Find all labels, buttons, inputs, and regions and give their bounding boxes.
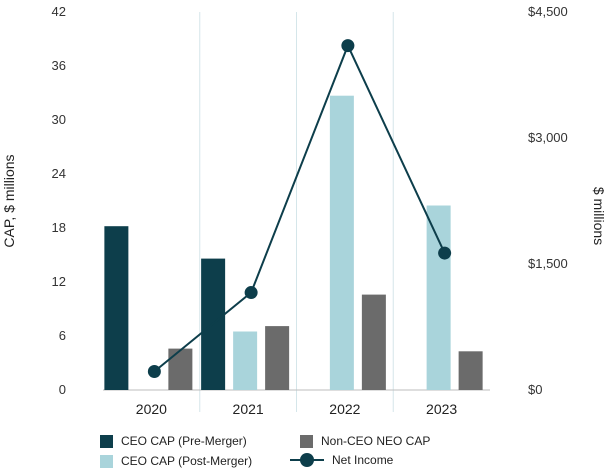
legend-label-non-ceo: Non-CEO NEO CAP	[321, 434, 431, 448]
y-tick-label: 18	[52, 220, 66, 235]
y-right-axis-title: $ millions	[591, 187, 605, 245]
bar-ceo-cap-post-merger	[329, 95, 354, 390]
x-tick-label: 2021	[233, 401, 264, 417]
y-tick-label: 6	[59, 328, 66, 343]
x-tick-label: 2023	[426, 401, 457, 417]
y-right-tick-label: $3,000	[528, 130, 568, 145]
y-tick-label: 42	[52, 4, 66, 19]
y-tick-label: 30	[52, 112, 66, 127]
bar-non-ceo-neo-cap	[458, 351, 483, 390]
legend-label-ceo-post: CEO CAP (Post-Merger)	[121, 454, 253, 468]
y-right-tick-label: $1,500	[528, 256, 568, 271]
bar-ceo-cap-post-merger	[233, 331, 258, 390]
y-right-tick-label: $4,500	[528, 4, 568, 19]
y-right-tick-label: $0	[528, 382, 542, 397]
legend-item-net-income: Net Income	[290, 452, 393, 468]
y-tick-label: 36	[52, 58, 66, 73]
legend-label-ceo-pre: CEO CAP (Pre-Merger)	[121, 434, 247, 448]
legend-swatch-non-ceo	[300, 434, 313, 448]
bar-ceo-cap-post-merger	[426, 205, 451, 390]
net-income-point	[147, 365, 161, 379]
y-axis-title: CAP, $ millions	[1, 154, 17, 247]
legend-swatch-ceo-post	[100, 454, 113, 468]
legend-item-ceo-pre: CEO CAP (Pre-Merger)	[100, 434, 247, 448]
bar-non-ceo-neo-cap	[168, 348, 193, 390]
net-income-line	[153, 43, 446, 373]
legend-label-net-income: Net Income	[332, 453, 394, 467]
x-tick-label: 2022	[329, 401, 360, 417]
net-income-point	[341, 39, 355, 53]
net-income-point	[438, 246, 452, 260]
legend-swatch-ceo-pre	[100, 434, 113, 448]
x-tick-label: 2020	[136, 401, 167, 417]
legend: CEO CAP (Pre-Merger) CEO CAP (Post-Merge…	[100, 434, 520, 474]
y-tick-label: 24	[52, 166, 66, 181]
net-income-point	[244, 286, 258, 300]
y-tick-label: 0	[59, 382, 66, 397]
bar-non-ceo-neo-cap	[265, 326, 290, 390]
bar-non-ceo-neo-cap	[361, 294, 386, 390]
bar-ceo-cap-pre-merger	[104, 226, 129, 390]
legend-swatch-net-income	[290, 452, 324, 468]
legend-item-non-ceo: Non-CEO NEO CAP	[300, 434, 430, 448]
y-tick-label: 12	[52, 274, 66, 289]
legend-item-ceo-post: CEO CAP (Post-Merger)	[100, 454, 252, 468]
